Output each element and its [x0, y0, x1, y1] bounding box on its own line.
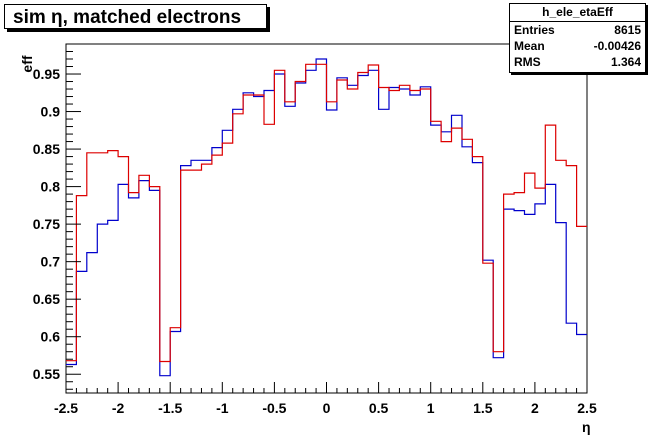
- stats-row-rms: RMS 1.364: [510, 54, 645, 70]
- stats-row-entries: Entries 8615: [510, 22, 645, 38]
- stats-value: 1.364: [610, 55, 641, 69]
- stats-label: Entries: [514, 23, 555, 37]
- y-tick-label: 0.6: [41, 329, 61, 345]
- stats-value: 8615: [614, 23, 641, 37]
- series-line-0: [66, 58, 587, 377]
- x-tick-label: -0.5: [262, 400, 286, 416]
- stats-row-mean: Mean -0.00426: [510, 38, 645, 54]
- x-tick-label: -2.5: [54, 400, 78, 416]
- y-tick-label: 0.95: [33, 66, 60, 82]
- y-tick-label: 0.7: [41, 254, 61, 270]
- y-axis-title: eff: [19, 55, 35, 72]
- x-tick-label: 1.5: [473, 400, 493, 416]
- x-tick-label: 2: [531, 400, 539, 416]
- x-tick-label: -1.5: [158, 400, 182, 416]
- stats-histogram-name: h_ele_etaEff: [510, 4, 645, 22]
- stats-label: Mean: [514, 39, 545, 53]
- x-tick-label: -1: [216, 400, 229, 416]
- series-layer: [66, 58, 587, 377]
- stats-label: RMS: [514, 55, 541, 69]
- x-tick-label: 0: [323, 400, 331, 416]
- stats-box: h_ele_etaEff Entries 8615 Mean -0.00426 …: [509, 3, 646, 73]
- x-tick-label: 2.5: [577, 400, 597, 416]
- x-tick-label: -2: [112, 400, 125, 416]
- axis-ticks: -2.5 -2 -1.5 -1 -0.5 0 0.5 1 1.5 2 2.5 0.55 0.6 0.65 0…: [33, 43, 597, 416]
- x-axis-title: η: [582, 419, 591, 435]
- y-tick-label: 0.85: [33, 141, 60, 157]
- stats-value: -0.00426: [593, 39, 641, 53]
- y-tick-label: 0.55: [33, 366, 60, 382]
- y-tick-label: 0.65: [33, 291, 60, 307]
- y-tick-label: 0.75: [33, 216, 60, 232]
- series-line-1: [66, 63, 587, 363]
- y-tick-label: 0.8: [41, 179, 61, 195]
- y-tick-label: 0.9: [41, 104, 61, 120]
- x-tick-label: 1: [427, 400, 435, 416]
- chart-title: sim η, matched electrons: [4, 4, 267, 29]
- x-tick-label: 0.5: [369, 400, 389, 416]
